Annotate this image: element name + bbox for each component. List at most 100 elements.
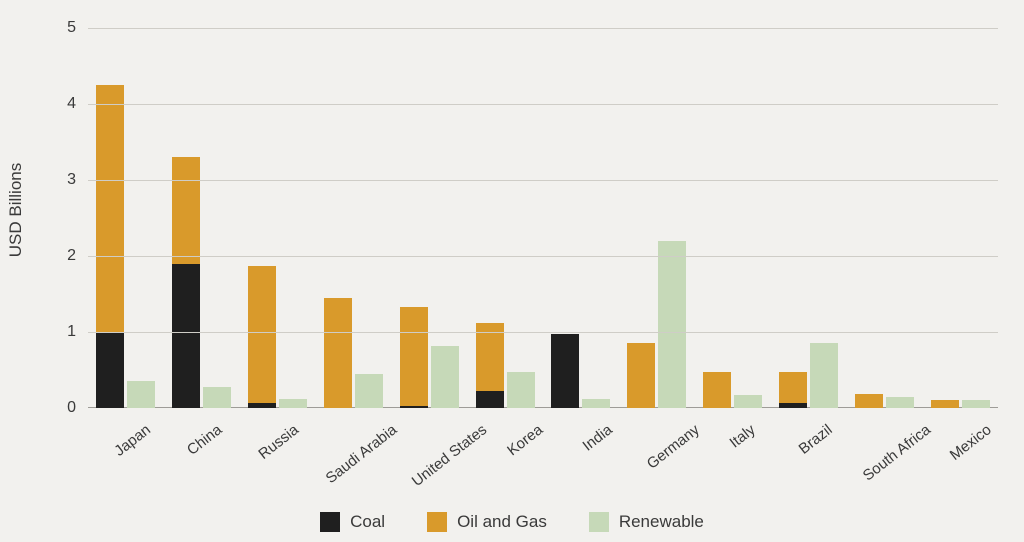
legend-item-oil-gas: Oil and Gas bbox=[427, 512, 547, 532]
bar-renewable bbox=[734, 395, 762, 408]
bar-group bbox=[391, 28, 467, 408]
bar-group bbox=[770, 28, 846, 408]
y-axis-label: USD Billions bbox=[6, 163, 26, 257]
energy-finance-chart: USD Billions 012345 JapanChinaRussiaSaud… bbox=[0, 0, 1024, 542]
stacked-bar-fossil bbox=[248, 266, 276, 408]
y-tick-label: 0 bbox=[67, 399, 76, 417]
bar-renewable bbox=[810, 343, 838, 408]
stacked-bar-fossil bbox=[172, 157, 200, 408]
stacked-bar-fossil bbox=[324, 298, 352, 408]
x-tick-label: South Africa bbox=[844, 410, 925, 427]
bar-segment-oil-gas bbox=[627, 343, 655, 408]
y-tick-label: 5 bbox=[67, 19, 76, 37]
bar-segment-renewable bbox=[507, 372, 535, 408]
stacked-bar-fossil bbox=[855, 394, 883, 408]
bar-segment-coal bbox=[248, 403, 276, 408]
bar-segment-renewable bbox=[734, 395, 762, 408]
gridline bbox=[88, 256, 998, 257]
bar-segment-oil-gas bbox=[324, 298, 352, 408]
bar-renewable bbox=[203, 387, 231, 408]
bar-segment-coal bbox=[779, 403, 807, 408]
bar-segment-coal bbox=[96, 332, 124, 408]
legend-label-renewable: Renewable bbox=[619, 512, 704, 532]
bar-renewable bbox=[355, 374, 383, 408]
x-tick-label: Germany bbox=[626, 410, 699, 427]
y-tick-label: 4 bbox=[67, 95, 76, 113]
y-tick-label: 1 bbox=[67, 323, 76, 341]
bar-group bbox=[695, 28, 771, 408]
bar-segment-oil-gas bbox=[96, 85, 124, 332]
x-tick-label: Japan bbox=[88, 410, 161, 427]
x-tick-label: United States bbox=[391, 410, 481, 427]
bar-segment-renewable bbox=[127, 381, 155, 408]
bar-renewable bbox=[127, 381, 155, 408]
bar-group bbox=[240, 28, 316, 408]
bar-segment-oil-gas bbox=[400, 307, 428, 406]
stacked-bar-fossil bbox=[551, 334, 579, 408]
stacked-bar-fossil bbox=[779, 372, 807, 408]
legend-label-coal: Coal bbox=[350, 512, 385, 532]
x-tick-label: Saudi Arabia bbox=[306, 410, 391, 427]
bar-group bbox=[619, 28, 695, 408]
bar-segment-coal bbox=[551, 334, 579, 408]
bar-segment-oil-gas bbox=[248, 266, 276, 403]
bar-group bbox=[846, 28, 922, 408]
bar-renewable bbox=[886, 397, 914, 408]
gridline bbox=[88, 180, 998, 181]
gridline bbox=[88, 332, 998, 333]
x-tick-label: India bbox=[554, 410, 627, 427]
x-tick-label: China bbox=[161, 410, 234, 427]
bar-segment-renewable bbox=[962, 400, 990, 408]
x-tick-label: Mexico bbox=[925, 410, 998, 427]
bar-group bbox=[88, 28, 164, 408]
bar-segment-renewable bbox=[431, 346, 459, 408]
legend-item-renewable: Renewable bbox=[589, 512, 704, 532]
bar-segment-renewable bbox=[203, 387, 231, 408]
stacked-bar-fossil bbox=[400, 307, 428, 408]
plot-area: 012345 bbox=[88, 28, 998, 408]
bar-segment-renewable bbox=[886, 397, 914, 408]
bar-segment-coal bbox=[476, 391, 504, 408]
bar-renewable bbox=[279, 399, 307, 408]
bar-renewable bbox=[507, 372, 535, 408]
bar-group bbox=[543, 28, 619, 408]
bar-groups bbox=[88, 28, 998, 408]
bar-segment-oil-gas bbox=[931, 400, 959, 408]
x-tick-label: Korea bbox=[481, 410, 554, 427]
gridline bbox=[88, 104, 998, 105]
bar-group bbox=[164, 28, 240, 408]
bar-group bbox=[922, 28, 998, 408]
legend-swatch-oil-gas bbox=[427, 512, 447, 532]
bar-segment-renewable bbox=[810, 343, 838, 408]
legend-swatch-coal bbox=[320, 512, 340, 532]
bar-renewable bbox=[582, 399, 610, 408]
bar-segment-renewable bbox=[355, 374, 383, 408]
bar-segment-oil-gas bbox=[703, 372, 731, 408]
stacked-bar-fossil bbox=[96, 85, 124, 408]
bar-segment-oil-gas bbox=[855, 394, 883, 408]
bar-group bbox=[315, 28, 391, 408]
stacked-bar-fossil bbox=[627, 343, 655, 408]
bar-segment-oil-gas bbox=[779, 372, 807, 402]
stacked-bar-fossil bbox=[931, 400, 959, 408]
gridline bbox=[88, 28, 998, 29]
bar-segment-coal bbox=[172, 264, 200, 408]
stacked-bar-fossil bbox=[476, 323, 504, 408]
bar-renewable bbox=[658, 241, 686, 408]
bar-renewable bbox=[962, 400, 990, 408]
bar-group bbox=[467, 28, 543, 408]
bar-segment-renewable bbox=[279, 399, 307, 408]
bar-renewable bbox=[431, 346, 459, 408]
stacked-bar-fossil bbox=[703, 372, 731, 408]
x-tick-label: Italy bbox=[699, 410, 772, 427]
x-tick-label: Brazil bbox=[772, 410, 845, 427]
x-axis-labels: JapanChinaRussiaSaudi ArabiaUnited State… bbox=[88, 410, 998, 427]
bar-segment-coal bbox=[400, 406, 428, 408]
legend: Coal Oil and Gas Renewable bbox=[0, 512, 1024, 532]
y-tick-label: 2 bbox=[67, 247, 76, 265]
legend-swatch-renewable bbox=[589, 512, 609, 532]
bar-segment-renewable bbox=[658, 241, 686, 408]
bar-segment-renewable bbox=[582, 399, 610, 408]
x-tick-label: Russia bbox=[233, 410, 306, 427]
y-tick-label: 3 bbox=[67, 171, 76, 189]
